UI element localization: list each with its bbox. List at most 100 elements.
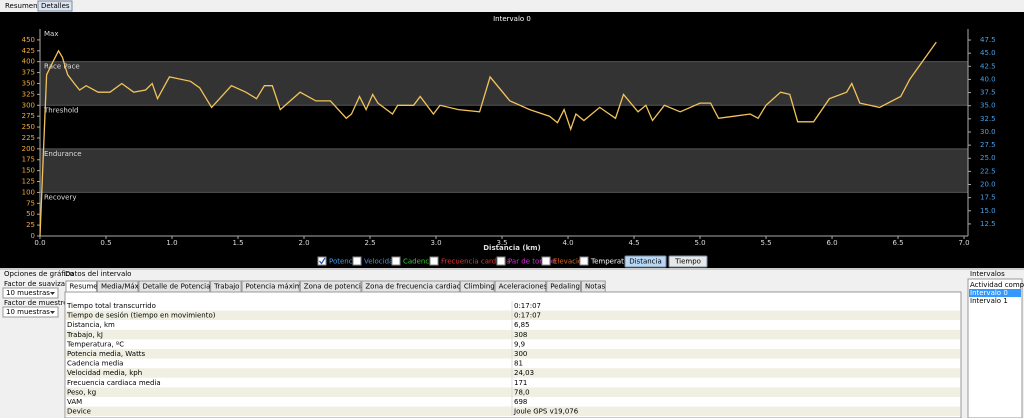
row-value: 24,03 [514,369,534,377]
checkbox[interactable] [579,256,589,266]
y2-tick-label: 35.0 [980,102,996,110]
toggle-label: Potencia [329,258,359,266]
table-row [66,310,960,321]
data-tab-label: Trabajo [213,283,239,291]
y2-tick-label: 37.5 [980,89,996,97]
y-tick-label: 75 [26,199,35,207]
tab-label: Resumen [5,2,38,10]
table-row [66,358,960,369]
table-row [66,320,960,330]
y-tick-label: 225 [22,134,35,142]
table-row [66,377,960,388]
data-tab-label: Media/Máx. [101,283,141,291]
y2-tick-label: 47.5 [980,36,996,44]
select-box[interactable] [2,287,59,299]
data-tab-label: Zona de frecuencia cardiaca [365,283,465,291]
y-tick-label: 0 [31,232,35,240]
row-value: 0:17:07 [514,302,541,310]
y2-tick-label: 27.5 [980,141,996,149]
y-tick-label: 400 [22,58,35,66]
select-box[interactable] [2,306,59,318]
table-row [66,349,960,359]
interval-list [967,278,1023,418]
checkbox[interactable] [496,256,506,266]
row-label: Device [67,408,91,416]
checkbox[interactable] [429,256,439,266]
data-tab-label: Zona de potencia [304,283,365,291]
field-label: Factor de muestreo: [4,299,74,307]
tab-button[interactable] [37,0,73,12]
toggle-label: Frecuencia cardiaca [441,258,511,266]
y-tick-label: 250 [22,123,35,131]
checkbox[interactable] [317,256,327,266]
data-tab-label: Aceleraciones [499,283,548,291]
x-tick-label: 5.0 [694,239,705,247]
y2-tick-label: 40.0 [980,75,996,83]
zone-label: Recovery [44,193,76,201]
select-arrow [50,311,55,314]
x-tick-label: 3.5 [496,239,507,247]
x-tick-label: 4.0 [562,239,573,247]
row-label: Temperatura, ºC [66,340,124,348]
y2-tick-label: 25.0 [980,154,996,162]
row-label: Cadencia media [67,360,123,368]
group-title: Opciones de gráfico [4,270,74,278]
select-value: 10 muestras [6,289,50,297]
table-row [66,339,960,349]
table-row [66,368,960,378]
toolbar [0,0,1024,12]
y2-tick-label: 42.5 [980,62,996,70]
row-value: 9,9 [514,340,525,348]
selected-item [969,289,1021,297]
checkbox[interactable] [352,256,362,266]
chart-title: Intervalo 0 [493,15,531,23]
table-row [66,301,960,311]
y2-tick-label: 30.0 [980,128,996,136]
x-axis-label: Distancia (km) [483,244,541,252]
y-tick-label: 325 [22,90,35,98]
checkbox[interactable] [541,256,551,266]
mode-button[interactable] [624,255,667,268]
y2-tick-label: 20.0 [980,181,996,189]
row-label: Trabajo, kJ [66,331,103,339]
row-label: Peso, kg [67,388,96,396]
y-tick-label: 450 [22,36,35,44]
row-label: Distancia, km [67,321,115,329]
y2-tick-label: 45.0 [980,49,996,57]
tab-button[interactable] [2,1,36,11]
table-row [66,406,960,417]
row-label: Tiempo total transcurrido [66,302,156,310]
interval-item[interactable]: Actividad completa [970,281,1024,289]
interval-item[interactable]: Intervalo 0 [970,289,1008,297]
y2-tick-label: 12.5 [980,220,996,228]
table-row [66,397,960,407]
table-row [66,387,960,397]
y-tick-label: 100 [22,188,35,196]
row-label: Potencia media, Watts [67,350,146,358]
data-tab-label: Detalle de Potencia [142,283,210,291]
group-title: Datos del intervalo [65,270,131,278]
row-value: 308 [514,331,527,339]
x-tick-label: 3.0 [430,239,441,247]
y2-tick-label: 15.0 [980,207,996,215]
mode-button[interactable] [668,255,708,268]
zone-label: Endurance [44,150,82,158]
x-tick-label: 0.0 [34,239,45,247]
chart-background [0,12,1024,268]
y2-tick-label: 32.5 [980,115,996,123]
y-tick-label: 350 [22,79,35,87]
row-value: 6,85 [514,321,530,329]
y-tick-label: 200 [22,145,35,153]
y-tick-label: 125 [22,178,35,186]
data-tab-label: Potencia máxima [246,283,306,291]
checkbox[interactable] [391,256,401,266]
interval-item[interactable]: Intervalo 1 [970,297,1008,305]
row-label: VAM [67,398,82,406]
x-tick-label: 6.5 [892,239,903,247]
y2-tick-label: 17.5 [980,194,996,202]
mode-button-label: Tiempo [674,258,701,266]
x-tick-label: 1.0 [166,239,177,247]
row-label: Velocidad media, kph [67,369,142,377]
